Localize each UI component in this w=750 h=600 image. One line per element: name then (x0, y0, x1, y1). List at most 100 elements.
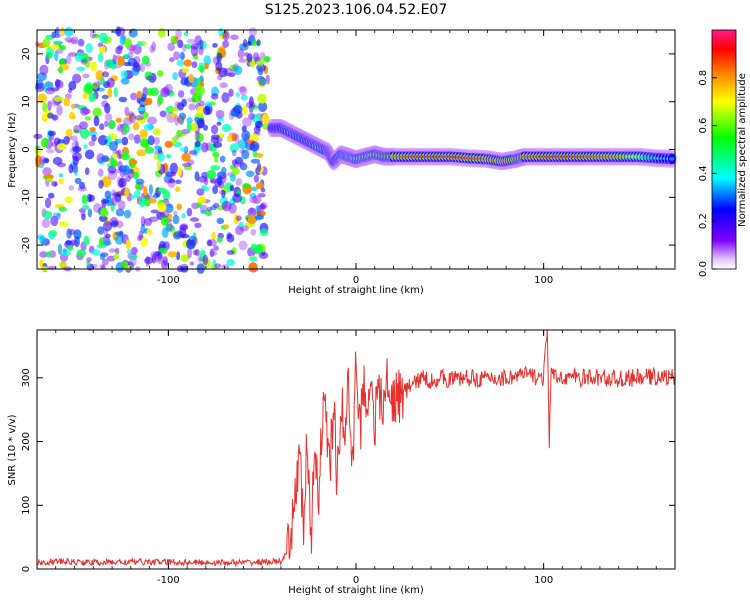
noise-cell (200, 209, 207, 214)
noise-cell (93, 203, 102, 213)
noise-cell (215, 109, 225, 119)
noise-cell (99, 123, 105, 131)
noise-cell (120, 77, 130, 85)
noise-cell (70, 114, 76, 119)
noise-cell (147, 198, 157, 204)
noise-cell (167, 213, 173, 220)
noise-cell (149, 45, 155, 54)
noise-cell (143, 185, 148, 197)
noise-cell (221, 92, 230, 103)
noise-cell (231, 149, 237, 157)
noise-cell (237, 139, 248, 150)
noise-cell (249, 256, 258, 262)
y-tick-label: 300 (21, 368, 32, 387)
noise-cell (117, 149, 122, 160)
noise-cell (257, 67, 264, 76)
x-tick-label: 0 (353, 275, 359, 286)
noise-cell (111, 196, 118, 207)
noise-cell (137, 106, 146, 112)
noise-cell (218, 27, 224, 37)
noise-cell (50, 44, 60, 51)
noise-cell (226, 233, 235, 243)
noise-cell (175, 186, 181, 192)
noise-cell (107, 165, 117, 174)
noise-cell (245, 170, 255, 178)
noise-cell (121, 136, 129, 146)
noise-cell (77, 38, 85, 47)
noise-cell (71, 135, 78, 142)
noise-cell (172, 214, 180, 225)
noise-cell (150, 209, 159, 214)
noise-cell (133, 44, 142, 55)
noise-cell (108, 120, 116, 129)
noise-cell (110, 160, 118, 168)
noise-cell (92, 81, 101, 88)
noise-cell (206, 239, 213, 247)
noise-cell (194, 140, 201, 148)
noise-cell (104, 103, 111, 114)
spectrogram-x-ticks: -100 0 100 (36, 30, 676, 286)
noise-cell (229, 143, 239, 153)
colorbar-gradient (712, 30, 736, 269)
noise-cell (82, 73, 90, 79)
noise-cell (125, 239, 131, 250)
noise-cell (165, 203, 174, 213)
noise-cell (213, 141, 223, 148)
noise-cell (140, 216, 146, 227)
noise-cell (117, 200, 126, 211)
noise-cell (45, 178, 53, 183)
noise-cell (65, 55, 72, 65)
noise-cell (138, 230, 144, 241)
noise-cell (171, 136, 178, 144)
noise-cell (43, 158, 50, 164)
noise-cell (117, 123, 124, 131)
noise-cell (117, 45, 124, 50)
noise-cell (142, 112, 149, 119)
noise-cell (238, 221, 244, 228)
noise-cell (184, 31, 189, 37)
noise-cell (124, 187, 130, 198)
noise-cell (65, 240, 72, 246)
noise-cell (42, 210, 53, 220)
noise-cell (115, 208, 125, 217)
noise-cell (219, 82, 228, 89)
noise-cell (238, 58, 248, 63)
noise-cell (41, 218, 51, 228)
noise-cell (191, 61, 198, 69)
noise-cell (68, 185, 75, 191)
noise-cell (173, 210, 178, 216)
snr-x-axis-label: Height of straight line (km) (288, 585, 424, 596)
noise-cell (198, 46, 204, 56)
noise-cell (80, 106, 89, 116)
noise-cell (92, 107, 102, 117)
noise-cell (249, 193, 257, 199)
noise-cell (99, 45, 106, 55)
noise-cell (123, 38, 132, 48)
noise-cell (56, 104, 63, 116)
noise-cell (188, 150, 198, 155)
noise-cell (62, 248, 68, 253)
noise-cell (158, 247, 168, 255)
noise-cell (258, 251, 269, 259)
noise-cell (231, 133, 237, 142)
noise-cell (195, 132, 204, 143)
noise-cell (241, 130, 251, 142)
noise-cell (167, 251, 177, 258)
colorbar-tick-label: 0.6 (698, 118, 709, 134)
noise-cell (181, 98, 188, 107)
noise-cell (81, 194, 88, 205)
noise-cell (48, 231, 56, 240)
noise-cell (246, 101, 256, 109)
noise-cell (84, 116, 91, 121)
noise-cell (255, 205, 261, 213)
noise-cell (42, 167, 52, 176)
noise-cell (130, 246, 139, 255)
noise-cell (67, 39, 78, 44)
noise-cell (47, 130, 56, 136)
noise-cell (218, 67, 228, 78)
noise-cell (157, 94, 164, 105)
y-tick-label: -10 (21, 189, 32, 205)
noise-cell (247, 40, 252, 46)
noise-cell (117, 56, 125, 67)
snr-x-ticks: -100 0 100 (36, 330, 676, 586)
